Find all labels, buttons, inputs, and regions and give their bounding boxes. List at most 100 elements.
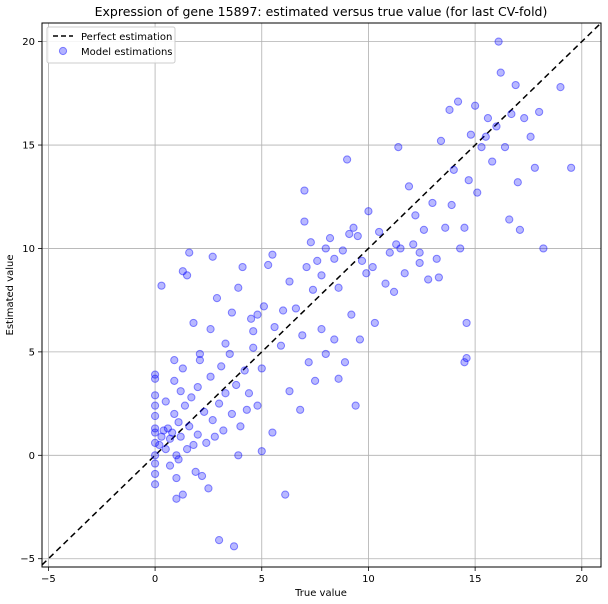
data-point bbox=[172, 494, 181, 503]
chart-title: Expression of gene 15897: estimated vers… bbox=[95, 4, 548, 19]
data-point bbox=[434, 273, 443, 282]
data-point bbox=[428, 198, 437, 208]
data-point bbox=[253, 401, 262, 410]
data-point bbox=[172, 451, 181, 460]
data-point bbox=[176, 432, 185, 441]
data-point bbox=[317, 271, 326, 280]
data-point bbox=[150, 469, 160, 479]
data-point bbox=[242, 405, 251, 414]
y-tick-label: 5 bbox=[29, 347, 35, 358]
x-tick-label: 20 bbox=[575, 574, 588, 585]
data-point bbox=[150, 424, 160, 433]
data-point bbox=[411, 211, 420, 220]
data-point bbox=[419, 225, 429, 234]
data-point bbox=[210, 432, 219, 441]
data-point bbox=[321, 349, 330, 359]
data-point bbox=[345, 229, 354, 239]
data-point bbox=[449, 165, 458, 174]
data-point bbox=[492, 122, 501, 131]
legend-box bbox=[46, 26, 176, 64]
data-point bbox=[212, 294, 222, 303]
data-point bbox=[249, 327, 258, 336]
data-point bbox=[338, 246, 347, 255]
data-point bbox=[225, 349, 234, 359]
data-point bbox=[214, 536, 224, 545]
data-point bbox=[219, 426, 228, 435]
data-point bbox=[195, 356, 204, 365]
data-point bbox=[415, 248, 424, 257]
data-point bbox=[150, 480, 160, 489]
data-point bbox=[257, 364, 266, 373]
data-point bbox=[317, 325, 326, 334]
y-tick-label: −5 bbox=[20, 554, 35, 565]
data-point bbox=[285, 387, 294, 396]
x-tick-label: 10 bbox=[362, 574, 375, 585]
data-point bbox=[330, 254, 339, 263]
data-point bbox=[424, 275, 433, 284]
data-point bbox=[189, 318, 198, 328]
data-point bbox=[246, 314, 256, 323]
data-point bbox=[300, 217, 309, 226]
axis-ticks: −5 0 5 10 15 20 −5 0 5 10 15 20 bbox=[20, 37, 588, 585]
data-point bbox=[375, 227, 384, 237]
data-point bbox=[221, 339, 230, 348]
grid bbox=[42, 23, 601, 567]
data-points bbox=[150, 37, 576, 551]
data-point bbox=[471, 101, 480, 110]
data-point bbox=[234, 283, 243, 292]
data-point bbox=[185, 248, 194, 257]
data-point bbox=[535, 107, 544, 117]
data-point bbox=[539, 244, 548, 253]
data-point bbox=[353, 231, 362, 241]
data-point bbox=[473, 188, 482, 197]
data-point bbox=[460, 223, 469, 232]
data-point bbox=[351, 401, 360, 410]
data-point bbox=[409, 240, 418, 249]
y-axis-label: Estimated value bbox=[5, 254, 16, 335]
data-point bbox=[150, 438, 160, 447]
data-point bbox=[370, 318, 379, 328]
data-point bbox=[357, 256, 367, 265]
x-tick-label: −5 bbox=[41, 574, 56, 585]
data-point bbox=[182, 444, 192, 454]
plot-frame bbox=[41, 22, 602, 568]
data-point bbox=[238, 262, 247, 272]
data-point bbox=[229, 542, 239, 551]
data-point bbox=[193, 430, 202, 439]
data-point bbox=[466, 130, 475, 139]
data-point bbox=[270, 322, 279, 332]
data-point bbox=[477, 143, 486, 152]
data-point bbox=[257, 447, 266, 456]
data-point bbox=[197, 471, 207, 481]
data-point bbox=[520, 114, 529, 123]
data-point bbox=[364, 207, 373, 216]
data-point bbox=[302, 262, 311, 272]
data-point bbox=[445, 105, 454, 114]
data-point bbox=[159, 426, 168, 435]
data-point bbox=[456, 244, 465, 253]
x-tick-label: 5 bbox=[259, 574, 265, 585]
data-point bbox=[150, 391, 160, 400]
data-point bbox=[464, 176, 473, 185]
data-point bbox=[298, 331, 307, 340]
legend-label-perfect-estimation: Perfect estimation bbox=[81, 32, 172, 43]
y-tick-label: 20 bbox=[22, 37, 35, 48]
data-point bbox=[392, 240, 401, 249]
y-tick-label: 0 bbox=[29, 451, 35, 462]
data-point bbox=[180, 401, 190, 410]
data-point bbox=[300, 186, 309, 195]
data-point bbox=[208, 416, 217, 425]
data-point bbox=[150, 401, 160, 410]
data-point bbox=[217, 362, 226, 371]
data-point bbox=[505, 215, 514, 224]
data-point bbox=[291, 304, 300, 313]
data-point bbox=[462, 353, 471, 363]
data-point bbox=[441, 223, 450, 232]
data-point bbox=[340, 358, 350, 367]
y-tick-label: 10 bbox=[22, 244, 35, 255]
data-point bbox=[526, 132, 535, 141]
data-point bbox=[174, 455, 183, 464]
data-point bbox=[515, 225, 525, 234]
data-point bbox=[343, 155, 352, 164]
data-point bbox=[304, 358, 313, 367]
